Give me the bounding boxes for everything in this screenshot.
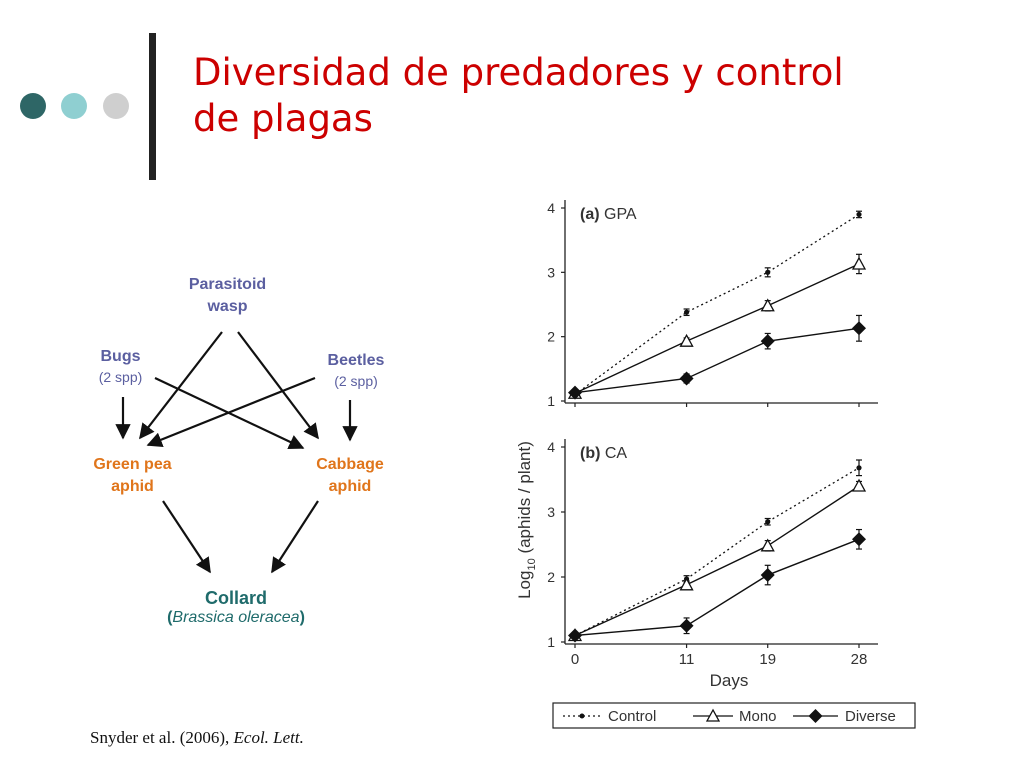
panel-b-mono-point: [679, 577, 694, 591]
panel-a-ytick-label: 1: [547, 393, 555, 409]
arrow-cabbage-to-collard: [271, 500, 319, 574]
node-collard: Collard (Brassica oleracea): [130, 587, 342, 627]
panel-a-diverse-point: [760, 334, 775, 349]
panel-a-mono-point: [679, 333, 694, 347]
citation-authors: Snyder et al. (2006),: [90, 728, 230, 747]
y-axis-label: Log10 (aphids / plant): [515, 441, 538, 599]
decor-dot-light-teal: [61, 93, 87, 119]
y-axis-label-subscript: 10: [526, 558, 538, 570]
arrow-wasp-to-cabbage: [237, 331, 319, 440]
panel-b-xtick-label: 0: [571, 651, 579, 668]
citation: Snyder et al. (2006), Ecol. Lett.: [90, 728, 304, 748]
node-green-pea-aphid: Green pea aphid: [70, 454, 195, 498]
panel-b-xtick-label: 19: [759, 651, 776, 668]
node-parasitoid-name: Parasitoid: [188, 276, 267, 293]
node-greenpea-name: Green pea: [93, 456, 172, 473]
panel-a-mono-point: [760, 298, 775, 312]
node-bugs-name: Bugs: [100, 348, 141, 365]
legend-mono-marker: [705, 708, 721, 722]
aphid-population-chart: 1 2 3 4 (a) GPA 1 2 3 4 0 11 19 28 (b) CA Log10 (aphid…: [515, 200, 916, 729]
panel-b-diverse-point: [852, 532, 866, 547]
panel-a-mono-line: [574, 263, 860, 394]
node-greenpea-name2: aphid: [111, 478, 154, 495]
node-parasitoid-name2: wasp: [207, 298, 248, 315]
node-cabbage-name: Cabbage: [316, 456, 384, 473]
y-axis-label-rest: (aphids / plant): [515, 441, 534, 558]
panel-b-diverse-line: [574, 538, 860, 637]
panel-a-label: (a) GPA: [580, 206, 637, 223]
panel-b-ytick-label: 2: [547, 569, 555, 585]
slide-title-line-1: Diversidad de predadores y control: [193, 51, 844, 94]
arrow-wasp-to-greenpea: [139, 331, 223, 440]
node-cabbage-aphid: Cabbage aphid: [295, 454, 405, 498]
panel-a-letter: (a): [580, 206, 604, 223]
decor-dot-gray: [103, 93, 129, 119]
arrow-beetles-to-greenpea: [146, 376, 316, 447]
legend-diverse-label: Diverse: [845, 708, 896, 725]
node-collard-scientific: (Brassica oleracea): [130, 609, 342, 627]
panel-a-control-line: [574, 213, 860, 396]
panel-a-control-point: [765, 269, 771, 275]
panel-b-diverse-point: [760, 568, 775, 583]
panel-b-letter: (b): [580, 445, 605, 462]
panel-a-ytick-label: 3: [547, 264, 555, 280]
panel-a-diverse-point: [568, 385, 582, 400]
food-web-diagram: Parasitoid wasp Bugs (2 spp) Beetles (2 …: [60, 260, 420, 660]
node-bugs-spp: (2 spp): [98, 369, 143, 385]
panel-b-control-point: [856, 465, 862, 471]
panel-b-name: CA: [605, 445, 628, 462]
panel-b-diverse-point: [679, 618, 694, 633]
node-beetles: Beetles (2 spp): [302, 350, 410, 390]
panel-b-label: (b) CA: [580, 445, 627, 462]
panel-a-mono-point: [851, 256, 867, 270]
panel-b-diverse-point: [568, 628, 582, 643]
slide-title: Diversidad de predadores y control de pl…: [193, 50, 844, 142]
slide-title-line-2: de plagas: [193, 97, 373, 140]
node-parasitoid-wasp: Parasitoid wasp: [170, 274, 285, 318]
panel-a-control-point: [856, 211, 862, 218]
panel-a-ytick-label: 2: [547, 329, 555, 345]
node-beetles-spp: (2 spp): [334, 373, 378, 389]
title-divider-bar: [149, 33, 156, 180]
node-beetles-name: Beetles: [327, 352, 385, 369]
panel-b-control-line: [574, 467, 860, 637]
y-axis-label-main: Log: [515, 571, 534, 599]
legend-control-label: Control: [608, 708, 656, 725]
x-axis-label: Days: [710, 671, 749, 690]
legend-control-marker: [579, 713, 585, 719]
panel-b-control-point: [765, 519, 771, 525]
legend-diverse-marker: [808, 709, 823, 723]
decor-dot-dark: [20, 93, 46, 119]
panel-b-xtick-label: 28: [851, 651, 868, 668]
panel-b-ytick-label: 4: [547, 439, 555, 455]
panel-a-diverse-point: [852, 321, 866, 336]
node-cabbage-name2: aphid: [328, 478, 372, 495]
panel-b-mono-point: [851, 478, 867, 492]
panel-a-diverse-line: [574, 327, 860, 394]
panel-b-mono-point: [760, 538, 775, 552]
panel-a-control-point: [683, 309, 690, 315]
panel-b-mono-line: [574, 485, 860, 637]
legend-mono-label: Mono: [739, 708, 777, 725]
panel-b-ytick-label: 3: [547, 504, 555, 520]
chart-legend: [552, 702, 916, 729]
arrow-greenpea-to-collard: [162, 500, 211, 574]
collard-species: Brassica oleracea: [172, 609, 300, 626]
node-collard-name: Collard: [204, 588, 267, 608]
food-web-arrows: [115, 331, 358, 574]
panel-a-diverse-point: [679, 371, 694, 386]
panel-a-ytick-label: 4: [547, 200, 555, 216]
panel-a-name: GPA: [604, 206, 637, 223]
panel-b-ytick-label: 1: [547, 634, 555, 650]
node-bugs: Bugs (2 spp): [68, 346, 173, 386]
citation-journal: Ecol. Lett.: [233, 728, 304, 747]
panel-b-xtick-label: 11: [679, 651, 695, 668]
collard-paren-open: (: [167, 609, 173, 626]
collard-paren-close: ): [299, 609, 305, 626]
